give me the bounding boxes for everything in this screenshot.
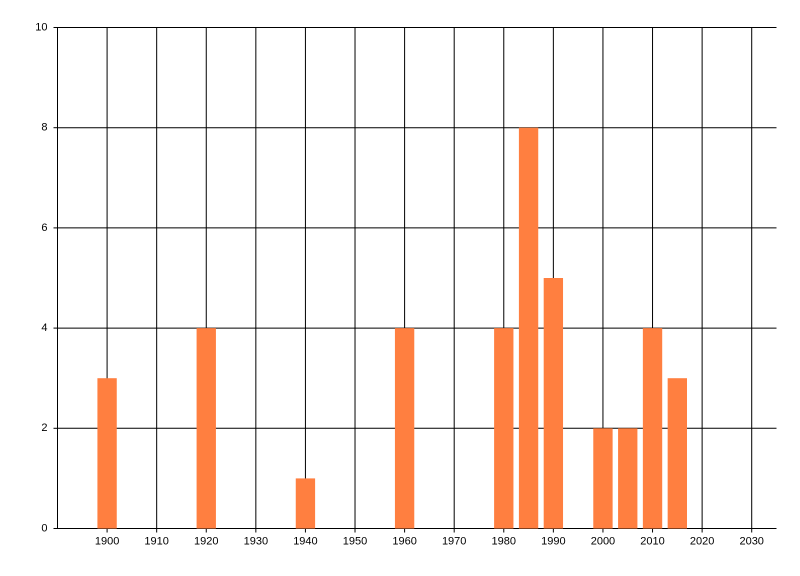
x-tick-label: 1910	[144, 535, 168, 547]
y-tick-label: 10	[35, 21, 47, 33]
y-tick-label: 8	[41, 122, 47, 134]
bar	[642, 328, 663, 529]
x-tick-label: 1980	[492, 535, 516, 547]
y-tick-label: 6	[41, 222, 47, 234]
x-tick-label: 1990	[541, 535, 565, 547]
x-tick-label: 1940	[293, 535, 317, 547]
y-tick-label: 4	[41, 322, 47, 334]
bar	[394, 328, 415, 529]
x-tick-label: 2010	[640, 535, 664, 547]
bar	[667, 378, 687, 529]
bar	[97, 378, 117, 529]
x-tick-label: 2020	[690, 535, 714, 547]
x-tick-label: 2000	[591, 535, 615, 547]
y-tick-label: 0	[41, 522, 47, 534]
bar	[295, 478, 316, 529]
bar	[518, 127, 539, 529]
x-tick-label: 1920	[194, 535, 218, 547]
x-tick-label: 1960	[392, 535, 416, 547]
bar	[618, 428, 638, 529]
x-tick-label: 1930	[244, 535, 268, 547]
bar	[196, 328, 216, 529]
x-tick-label: 2030	[739, 535, 763, 547]
x-tick-label: 1950	[343, 535, 367, 547]
x-tick-label: 1900	[95, 535, 119, 547]
bar	[494, 328, 514, 529]
y-tick-label: 2	[41, 422, 47, 434]
x-tick-label: 1970	[442, 535, 466, 547]
bar	[543, 278, 564, 529]
bar	[593, 428, 613, 529]
